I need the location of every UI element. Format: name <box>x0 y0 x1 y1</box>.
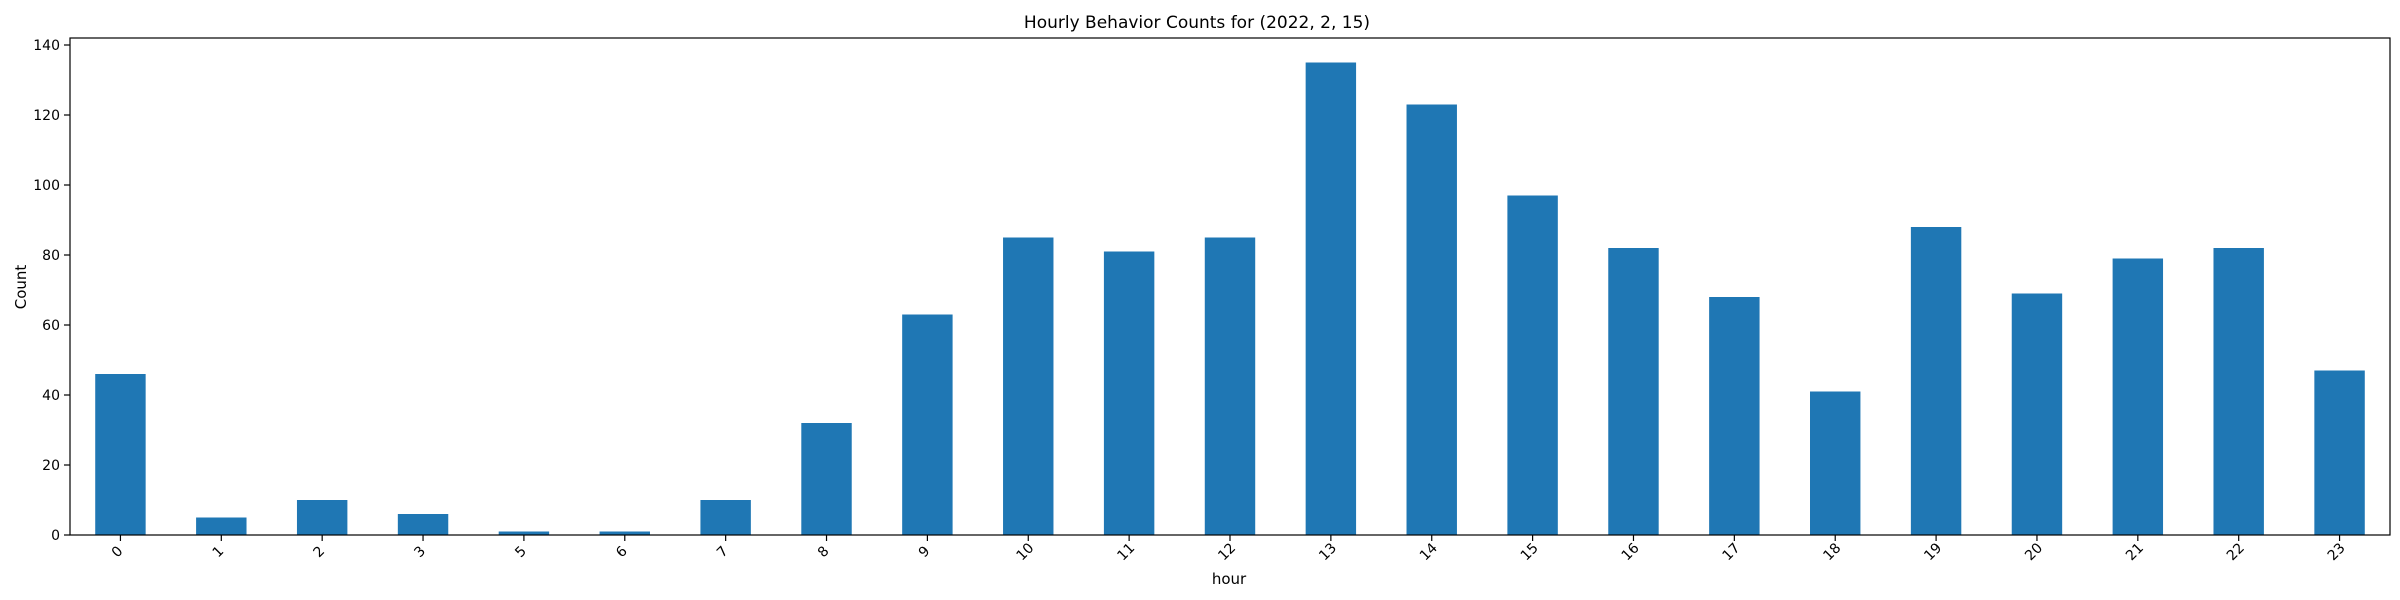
x-tick-label: 8 <box>815 543 833 561</box>
y-tick-label: 0 <box>51 528 60 544</box>
x-tick-label: 14 <box>1417 540 1441 564</box>
x-tick-label: 18 <box>1820 540 1844 564</box>
x-tick-label: 12 <box>1215 540 1239 564</box>
y-axis-label: Count <box>12 265 30 310</box>
x-tick-label: 2 <box>311 543 329 561</box>
y-axis: 0 20 40 60 80 100 120 140 <box>33 38 70 544</box>
bar-hour-21 <box>2112 258 2164 535</box>
bar-hour-1 <box>196 517 247 535</box>
bar-hour-13 <box>1305 62 1357 535</box>
y-tick-label: 20 <box>42 458 60 474</box>
bar-hour-22 <box>2213 248 2264 535</box>
bar-hour-6 <box>599 531 650 535</box>
bar-hour-14 <box>1406 104 1457 535</box>
y-tick-label: 100 <box>33 178 60 194</box>
plot-area <box>69 37 2391 536</box>
x-tick-label: 17 <box>1720 540 1744 564</box>
bar-hour-3 <box>397 514 449 535</box>
y-tick-label: 80 <box>42 248 60 264</box>
x-tick-label: 13 <box>1316 540 1340 564</box>
x-tick-label: 0 <box>109 543 127 561</box>
x-tick-label: 3 <box>411 543 429 561</box>
bar-hour-2 <box>296 500 348 535</box>
y-tick-label: 120 <box>33 108 60 124</box>
x-tick-label: 23 <box>2325 540 2349 564</box>
x-tick-label: 10 <box>1013 540 1037 564</box>
bar-hour-8 <box>801 423 852 535</box>
bar-hour-19 <box>1910 227 1962 535</box>
x-tick-label: 1 <box>210 543 228 561</box>
bar-hour-10 <box>1003 237 1054 535</box>
bar-hour-12 <box>1204 237 1256 535</box>
x-tick-label: 15 <box>1518 540 1542 564</box>
bar-hour-11 <box>1103 251 1155 535</box>
bar-hour-9 <box>902 314 953 535</box>
bar-hour-0 <box>95 374 146 535</box>
x-tick-label: 22 <box>2224 540 2248 564</box>
x-tick-label: 7 <box>714 543 732 561</box>
x-tick-label: 5 <box>512 543 530 561</box>
x-axis: 0 1 2 3 5 6 7 8 9 10 11 12 13 14 15 16 17 18 19 20 21 22 23 <box>109 535 2349 564</box>
x-tick-label: 16 <box>1619 540 1643 564</box>
bar-hour-7 <box>700 500 751 535</box>
x-tick-label: 20 <box>2022 540 2046 564</box>
y-tick-label: 60 <box>42 318 60 334</box>
x-tick-label: 11 <box>1114 540 1138 564</box>
x-tick-label: 21 <box>2123 540 2147 564</box>
x-axis-label: hour <box>1212 570 1247 588</box>
y-tick-label: 140 <box>33 38 60 54</box>
x-tick-label: 6 <box>613 543 631 561</box>
chart-title: Hourly Behavior Counts for (2022, 2, 15) <box>1024 13 1370 33</box>
bar-hour-18 <box>1810 391 1861 535</box>
x-tick-label: 19 <box>1921 540 1945 564</box>
bar-hour-20 <box>2011 293 2063 535</box>
bar-hour-15 <box>1507 195 1558 535</box>
bar-hour-23 <box>2314 370 2365 535</box>
bar-hour-16 <box>1608 248 1659 535</box>
y-tick-label: 40 <box>42 388 60 404</box>
bar-hour-5 <box>498 531 550 535</box>
x-tick-label: 9 <box>916 543 934 561</box>
bar-hour-17 <box>1709 297 1760 535</box>
